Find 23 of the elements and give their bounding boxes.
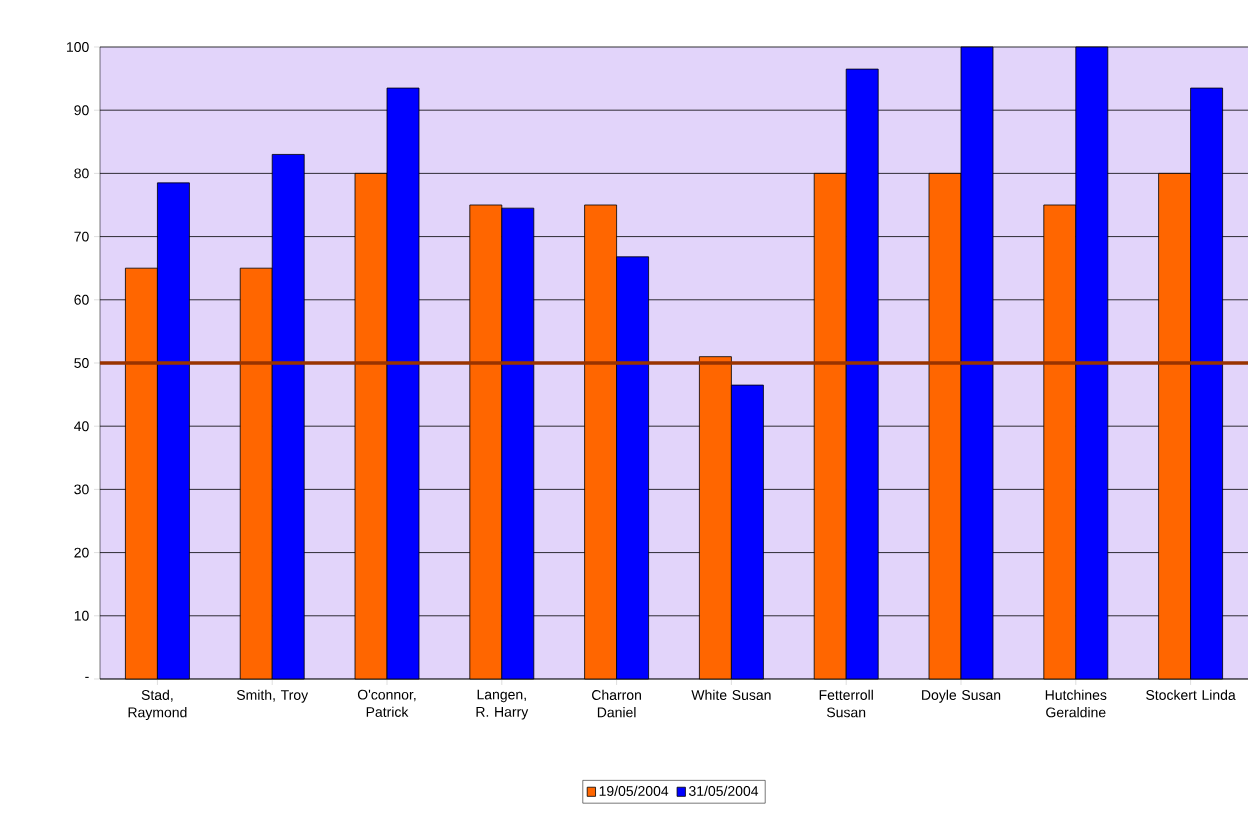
x-tick-label: Charron Daniel (592, 689, 641, 718)
x-tick-label: Doyle Susan (922, 689, 1001, 703)
x-tick-label: Smith, Troy (236, 689, 309, 703)
y-tick-label: 70 (74, 231, 89, 242)
y-tick-label: 30 (74, 484, 89, 495)
legend-label: 19/05/2004 (599, 785, 669, 796)
x-tick-label: Fetterroll Susan (819, 689, 873, 718)
legend-label: 31/05/2004 (689, 785, 759, 796)
y-tick-label: 50 (74, 358, 89, 368)
y-tick-label: 60 (74, 294, 89, 305)
y-tick-label: 40 (74, 421, 89, 432)
x-tick-label: Stad, Raymond (128, 689, 187, 721)
y-tick-label: 90 (74, 105, 89, 116)
y-tick-label: 80 (74, 168, 89, 179)
y-tick-label: 20 (74, 547, 89, 558)
y-tick-label: 100 (67, 42, 89, 52)
x-tick-label: Langen, R. Harry (476, 689, 529, 720)
y-tick-label: - (85, 676, 89, 678)
x-tick-label: Hutchines Geraldine (1045, 689, 1107, 718)
x-tick-label: White Susan (691, 689, 771, 700)
x-tick-label: O'connor, Patrick (357, 689, 416, 717)
x-tick-label: Stockert Linda (1146, 689, 1236, 700)
y-tick-label: 10 (74, 610, 89, 621)
